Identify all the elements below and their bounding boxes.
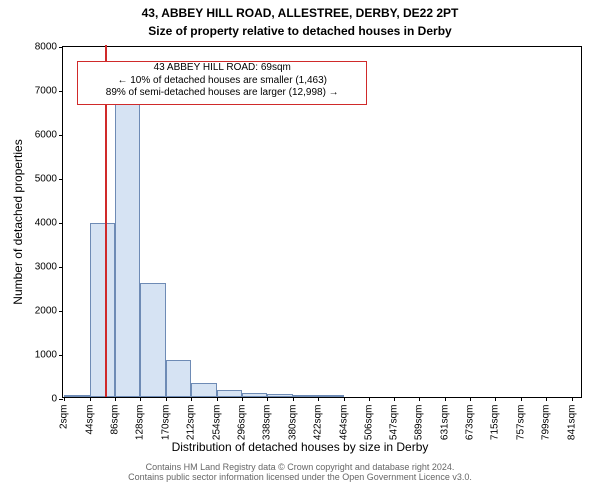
chart-container: 43, ABBEY HILL ROAD, ALLESTREE, DERBY, D… [0,0,600,500]
x-tick-label: 631sqm [439,405,450,441]
x-tick-label: 128sqm [135,405,146,441]
histogram-bar [166,360,191,397]
histogram-bar [64,395,89,397]
y-tick-label: 3000 [35,262,57,273]
caption-line2: Contains public sector information licen… [0,472,600,482]
x-tick-label: 715sqm [490,405,501,441]
x-tick-label: 547sqm [388,405,399,441]
x-tick-label: 799sqm [541,405,552,441]
y-tick-label: 6000 [35,130,57,141]
chart-caption: Contains HM Land Registry data © Crown c… [0,462,600,482]
x-tick-label: 589sqm [414,405,425,441]
y-tick-label: 2000 [35,306,57,317]
y-tick-label: 7000 [35,86,57,97]
annotation-line3: 89% of semi-detached houses are larger (… [78,87,366,100]
histogram-bar [293,395,318,397]
x-axis-label: Distribution of detached houses by size … [0,440,600,454]
y-tick-label: 0 [51,394,57,405]
x-tick-label: 338sqm [262,405,273,441]
x-tick-label: 86sqm [110,405,121,435]
x-tick-label: 757sqm [515,405,526,441]
histogram-bar [115,102,140,397]
y-tick-label: 5000 [35,174,57,185]
reference-annotation: 43 ABBEY HILL ROAD: 69sqm ← 10% of detac… [77,61,367,105]
histogram-bar [242,393,267,397]
x-tick-label: 254sqm [211,405,222,441]
histogram-bar [217,390,242,397]
x-tick-label: 212sqm [186,405,197,441]
y-tick-label: 4000 [35,218,57,229]
x-tick-label: 380sqm [287,405,298,441]
histogram-bar [267,394,292,397]
chart-title-line1: 43, ABBEY HILL ROAD, ALLESTREE, DERBY, D… [0,6,600,20]
x-tick-label: 44sqm [84,405,95,435]
caption-line1: Contains HM Land Registry data © Crown c… [0,462,600,472]
x-tick-label: 464sqm [338,405,349,441]
x-tick-label: 506sqm [363,405,374,441]
histogram-bar [191,383,216,397]
x-tick-label: 841sqm [566,405,577,441]
x-tick-label: 170sqm [160,405,171,441]
y-axis-label: Number of detached properties [11,139,25,304]
chart-title-line2: Size of property relative to detached ho… [0,24,600,38]
x-tick-label: 422sqm [313,405,324,441]
y-tick-label: 1000 [35,350,57,361]
histogram-bar [90,223,115,397]
histogram-bar [318,395,343,397]
x-tick-label: 2sqm [59,405,70,429]
y-tick-label: 8000 [35,42,57,53]
annotation-line2: ← 10% of detached houses are smaller (1,… [78,75,366,88]
histogram-bar [140,283,165,397]
x-tick-label: 673sqm [464,405,475,441]
annotation-line1: 43 ABBEY HILL ROAD: 69sqm [78,62,366,75]
x-tick-label: 296sqm [236,405,247,441]
